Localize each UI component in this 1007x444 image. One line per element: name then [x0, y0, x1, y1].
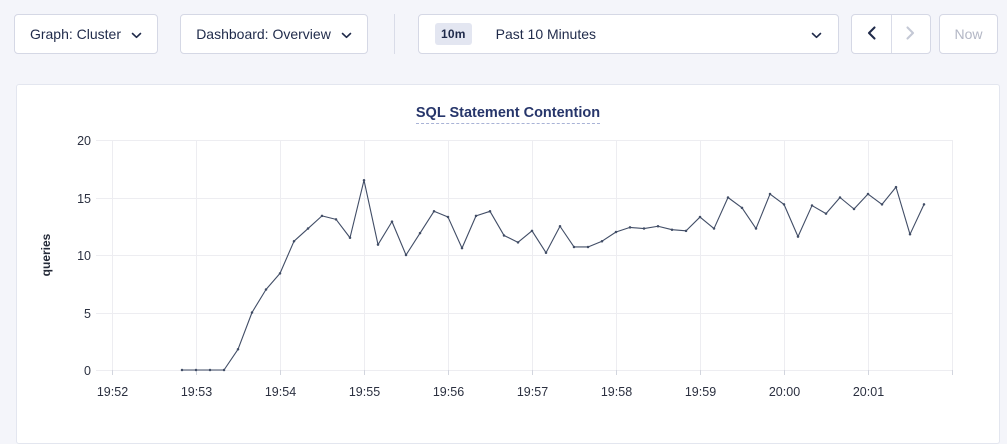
- data-point: [754, 227, 758, 230]
- data-point: [572, 245, 576, 249]
- data-point: [306, 227, 310, 230]
- graph-selector-dropdown[interactable]: Graph: Cluster: [14, 14, 158, 54]
- data-point: [796, 235, 800, 238]
- data-point: [768, 192, 772, 196]
- data-point: [194, 368, 198, 372]
- x-tick-label: 19:54: [265, 385, 296, 399]
- y-tick-label: 0: [84, 364, 91, 378]
- chevron-left-icon: [867, 25, 876, 43]
- data-point: [488, 210, 492, 213]
- data-point: [922, 203, 926, 206]
- data-point: [376, 243, 380, 246]
- y-tick-label: 15: [77, 192, 91, 206]
- data-point: [712, 227, 716, 230]
- dashboard-selector-dropdown[interactable]: Dashboard: Overview: [180, 14, 368, 54]
- data-point: [180, 368, 184, 372]
- data-point: [614, 230, 618, 234]
- chart-card: SQL Statement Contention 0 5 10 15 20 19:52 19…: [16, 84, 1000, 444]
- data-point: [446, 215, 450, 219]
- data-point: [236, 348, 240, 351]
- data-point: [586, 245, 590, 249]
- x-tick-label: 19:59: [685, 385, 716, 399]
- chart-title-row: SQL Statement Contention: [17, 104, 999, 124]
- y-tick-label: 20: [77, 134, 91, 148]
- x-tick-label: 19:55: [349, 385, 380, 399]
- toolbar-divider: [394, 14, 395, 54]
- now-button[interactable]: Now: [939, 14, 998, 54]
- x-tick-label: 19:56: [433, 385, 464, 399]
- data-point: [502, 234, 506, 237]
- y-tick-label: 10: [77, 249, 91, 263]
- data-point: [628, 226, 632, 229]
- time-range-badge: 10m: [435, 23, 472, 45]
- data-point: [558, 225, 562, 228]
- x-tick-label: 19:53: [181, 385, 212, 399]
- chevron-right-icon: [906, 25, 915, 43]
- data-point: [460, 246, 464, 250]
- data-point: [544, 251, 548, 254]
- time-range-label: Past 10 Minutes: [495, 26, 597, 42]
- data-point: [600, 239, 604, 243]
- series-line-queries: [182, 179, 925, 371]
- data-point: [320, 214, 324, 218]
- time-back-button[interactable]: [852, 15, 891, 53]
- data-point: [894, 185, 898, 189]
- data-point: [292, 239, 296, 243]
- data-point: [390, 220, 394, 223]
- sql-statement-contention-chart: 0 5 10 15 20 19:52 19:53 19:54 19:55 19:56 19:57 19…: [39, 134, 953, 399]
- data-point: [810, 204, 814, 207]
- time-forward-button[interactable]: [890, 15, 931, 53]
- data-point: [726, 196, 730, 199]
- x-tick-label: 19:52: [97, 385, 128, 399]
- chart-title[interactable]: SQL Statement Contention: [415, 105, 601, 124]
- data-point: [880, 203, 884, 206]
- data-point: [418, 231, 422, 235]
- data-point: [656, 225, 660, 228]
- time-nav-buttons: [851, 14, 931, 54]
- chevron-down-icon: [341, 26, 352, 42]
- data-point: [208, 368, 212, 372]
- x-tick-label: 19:58: [601, 385, 632, 399]
- data-point: [908, 233, 912, 236]
- data-point: [334, 218, 338, 221]
- chevron-down-icon: [131, 26, 142, 42]
- data-point: [642, 227, 646, 230]
- data-point: [824, 212, 828, 215]
- data-point: [474, 214, 478, 218]
- data-point: [530, 229, 534, 233]
- time-range-selector[interactable]: 10m Past 10 Minutes: [418, 14, 839, 54]
- data-point: [838, 196, 842, 199]
- data-point: [852, 207, 856, 211]
- data-point: [264, 288, 268, 291]
- data-point: [866, 192, 870, 196]
- data-point: [250, 311, 254, 314]
- data-point: [740, 206, 744, 210]
- x-tick-label: 19:57: [517, 385, 548, 399]
- data-point: [670, 228, 674, 231]
- data-point: [684, 229, 688, 233]
- data-point: [404, 253, 408, 257]
- data-point: [516, 241, 520, 244]
- data-point: [278, 272, 282, 275]
- data-point: [432, 210, 436, 213]
- data-point: [222, 368, 226, 372]
- data-point: [348, 236, 352, 239]
- data-point: [782, 203, 786, 206]
- data-point: [362, 179, 366, 182]
- dashboard-selector-label: Dashboard: Overview: [196, 26, 331, 42]
- data-point: [698, 215, 702, 219]
- x-tick-label: 20:01: [853, 385, 884, 399]
- y-axis-label: queries: [39, 233, 53, 276]
- chevron-down-icon: [811, 26, 822, 42]
- x-tick-label: 20:00: [769, 385, 800, 399]
- graph-selector-label: Graph: Cluster: [29, 26, 122, 42]
- y-tick-label: 5: [84, 307, 91, 321]
